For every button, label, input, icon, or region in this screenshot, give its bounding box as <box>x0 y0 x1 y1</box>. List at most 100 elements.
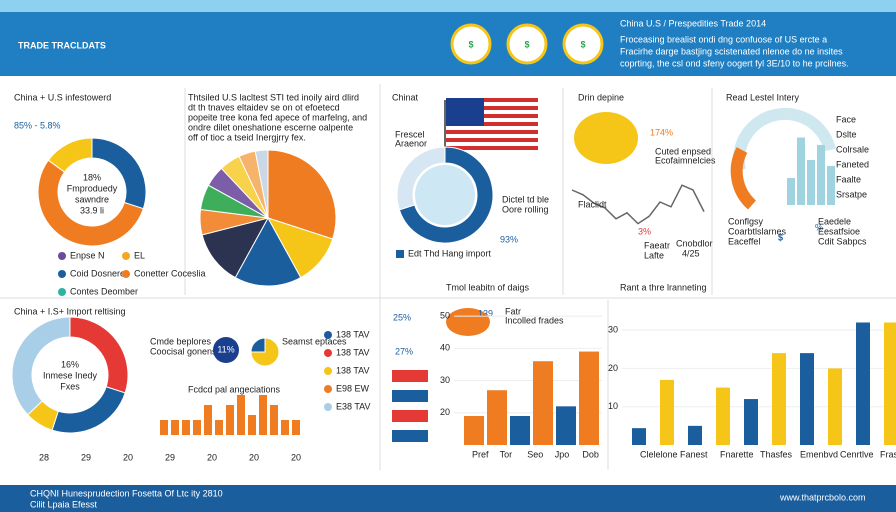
flag-stripe <box>446 106 538 110</box>
slice <box>254 149 269 219</box>
stat: 139 <box>478 308 493 318</box>
header <box>0 12 896 76</box>
bar <box>292 420 300 435</box>
bar <box>632 428 646 445</box>
label: Fatr <box>505 306 521 316</box>
stat: 11% <box>217 344 234 354</box>
bar <box>744 399 758 445</box>
x-tick-label: Fraste <box>880 449 896 459</box>
slice <box>250 337 266 353</box>
legend-swatch <box>324 403 332 411</box>
legend-swatch <box>58 288 66 296</box>
label: Ecofaimnelcies <box>655 155 716 165</box>
label: Cdit Sabpcs <box>818 236 867 246</box>
bar <box>259 395 267 435</box>
label: Edt Thd Hang import <box>408 248 491 258</box>
small-ring <box>213 337 239 363</box>
stat: 85% - 5.8% <box>14 120 61 130</box>
x-tick-label: Pref <box>472 449 489 459</box>
bar <box>160 420 168 435</box>
bar <box>817 145 825 205</box>
heading: Fcdcd pal angeciations <box>188 384 281 394</box>
label: Cuted enpsed <box>655 146 711 156</box>
legend-swatch <box>324 385 332 393</box>
label: 29 <box>165 452 175 462</box>
label: Faneted <box>836 159 869 169</box>
globe <box>415 165 475 225</box>
slice <box>250 337 280 367</box>
label: Coocisal gonenst <box>150 346 220 356</box>
heading: Tmol leabitn of daigs <box>446 282 530 292</box>
bar <box>556 406 576 445</box>
x-tick-label: Jpo <box>555 449 570 459</box>
bar <box>533 361 553 445</box>
label: 28 <box>39 452 49 462</box>
label: Colrsale <box>836 144 869 154</box>
x-tick-label: Clelelone <box>640 449 678 459</box>
legend-label: Conetter Coceslia <box>134 268 206 278</box>
slice <box>396 146 446 211</box>
bar <box>248 415 256 435</box>
footer <box>0 485 896 512</box>
caption-swatch <box>396 250 404 258</box>
label: 29 <box>81 452 91 462</box>
bar <box>487 390 507 445</box>
legend-label: EL <box>134 250 145 260</box>
legend-label: Contes Deomber <box>70 286 138 296</box>
heading: China + U.S infestowerd <box>14 92 111 102</box>
legend-label: E38 TAV <box>336 401 371 411</box>
flag-icon <box>392 370 428 382</box>
y-tick-label: 10 <box>608 401 618 411</box>
bar <box>797 137 805 205</box>
bar <box>772 353 786 445</box>
flag-icon <box>392 430 428 442</box>
bar <box>800 353 814 445</box>
stat: 174% <box>650 127 673 137</box>
map <box>574 112 638 164</box>
stat: % <box>815 222 823 232</box>
header-band <box>0 0 896 12</box>
stat: $ <box>778 232 783 242</box>
x-tick-label: Fanest <box>680 449 708 459</box>
label: Faeatr <box>644 240 670 250</box>
label: 20 <box>291 452 301 462</box>
bar <box>828 368 842 445</box>
bar <box>281 420 289 435</box>
label: Fxes <box>60 381 80 391</box>
label: Cilit Lpaia Efesst <box>30 499 98 509</box>
stat: 25% <box>393 312 411 322</box>
label: Dictel td ble <box>502 194 549 204</box>
icon-ring <box>562 23 604 65</box>
bar <box>182 420 190 435</box>
legend-swatch <box>324 349 332 357</box>
legend-swatch <box>122 252 130 260</box>
label: Cnobdlor <box>676 238 713 248</box>
label: popeite tree kona fed apece of marfelng,… <box>188 112 367 122</box>
icon: $ <box>468 39 473 49</box>
bar <box>884 322 896 445</box>
label: off of tioc a tseid Inergjrry fex. <box>188 132 306 142</box>
bar <box>716 387 730 445</box>
y-tick-label: 50 <box>440 310 450 320</box>
flag-stripe <box>446 146 538 150</box>
legend-swatch <box>324 331 332 339</box>
heading: Drin depine <box>578 92 624 102</box>
bar <box>226 405 234 435</box>
y-tick-label: 20 <box>440 407 450 417</box>
label: Eaceffel <box>728 236 760 246</box>
subtitle: China U.S / Prespedities Trade 2014 <box>620 18 766 28</box>
bar <box>237 395 245 435</box>
legend-swatch <box>122 270 130 278</box>
stat: 3% <box>638 226 651 236</box>
bar <box>270 405 278 435</box>
bar <box>856 322 870 445</box>
icon: $ <box>580 39 585 49</box>
label: 18% <box>83 172 101 182</box>
slice <box>37 159 144 247</box>
label: sawndre <box>75 194 109 204</box>
flag-stripe <box>446 114 538 118</box>
flag-icon <box>392 410 428 422</box>
x-tick-label: Dob <box>582 449 599 459</box>
y-tick-label: 20 <box>608 363 618 373</box>
label: Eesatfsioe <box>818 226 860 236</box>
